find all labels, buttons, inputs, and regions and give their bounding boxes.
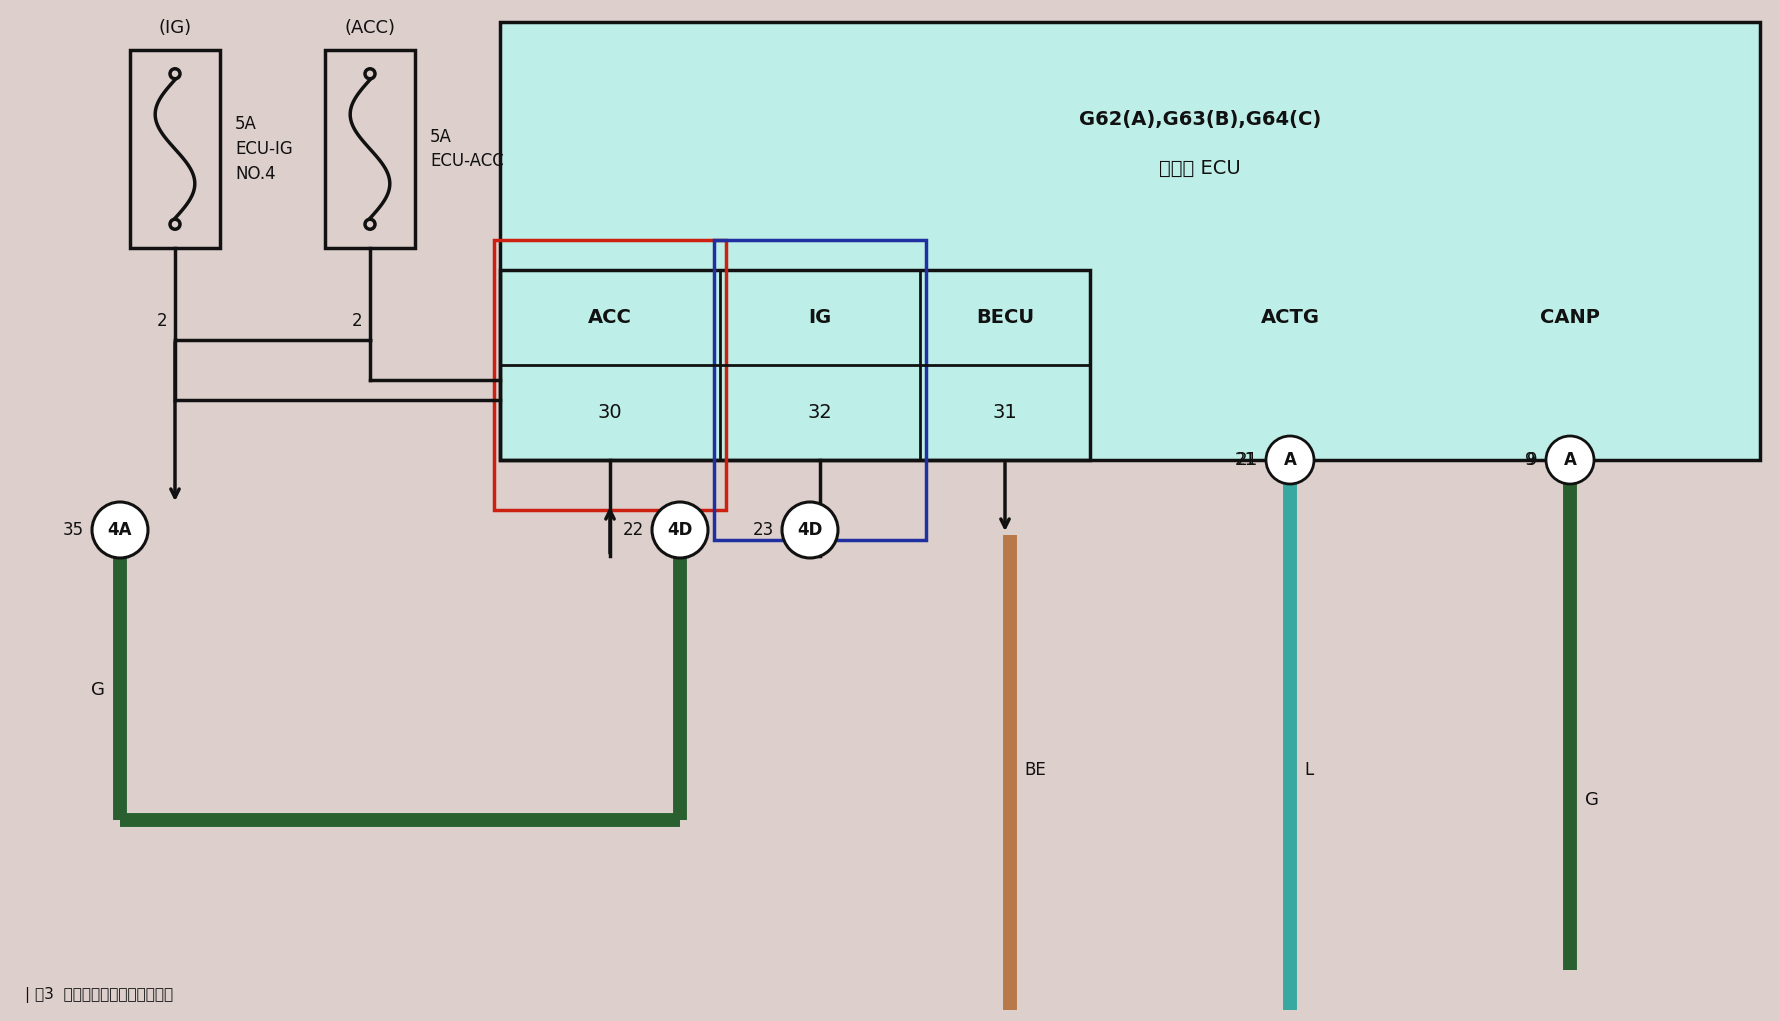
Text: 21: 21	[1235, 451, 1256, 469]
Text: G: G	[1585, 791, 1599, 809]
Text: 2: 2	[157, 312, 167, 330]
Text: 32: 32	[808, 403, 833, 422]
Text: 22: 22	[623, 521, 644, 539]
Bar	[713, 240, 927, 540]
Text: G62(A),G63(B),G64(C): G62(A),G63(B),G64(C)	[1078, 110, 1322, 130]
Text: 31: 31	[993, 403, 1018, 422]
Text: A: A	[1564, 451, 1576, 469]
Circle shape	[651, 502, 708, 558]
Text: 5A
ECU-ACC: 5A ECU-ACC	[431, 128, 503, 171]
Text: IG: IG	[808, 308, 831, 327]
Text: 23: 23	[753, 521, 774, 539]
Circle shape	[1546, 436, 1594, 484]
Text: 5A
ECU-IG
NO.4: 5A ECU-IG NO.4	[235, 115, 294, 183]
Bar	[495, 240, 726, 510]
Text: 30: 30	[598, 403, 623, 422]
Text: (IG): (IG)	[158, 19, 192, 37]
Text: | 图3  主车身控制单元板的供电图: | 图3 主车身控制单元板的供电图	[25, 987, 173, 1003]
Text: CANP: CANP	[1541, 308, 1599, 327]
Text: (ACC): (ACC)	[345, 19, 395, 37]
Text: BE: BE	[1025, 761, 1046, 779]
Text: G: G	[91, 681, 105, 699]
Text: 4D: 4D	[667, 521, 692, 539]
Circle shape	[93, 502, 148, 558]
Bar	[326, 50, 415, 248]
Text: ACTG: ACTG	[1261, 308, 1320, 327]
Text: 35: 35	[62, 521, 84, 539]
Circle shape	[783, 502, 838, 558]
Bar	[500, 270, 1091, 460]
Bar	[500, 22, 1759, 460]
Text: 4A: 4A	[109, 521, 132, 539]
Bar	[130, 50, 221, 248]
Text: ACC: ACC	[589, 308, 632, 327]
Text: 2: 2	[352, 312, 361, 330]
Text: BECU: BECU	[977, 308, 1034, 327]
Text: 9: 9	[1526, 451, 1535, 469]
Text: 主车身 ECU: 主车身 ECU	[1160, 158, 1242, 178]
Text: 21: 21	[1236, 451, 1258, 469]
Text: 4D: 4D	[797, 521, 822, 539]
Circle shape	[1267, 436, 1315, 484]
Text: A: A	[1284, 451, 1297, 469]
Text: 9: 9	[1528, 451, 1539, 469]
Text: L: L	[1304, 761, 1313, 779]
